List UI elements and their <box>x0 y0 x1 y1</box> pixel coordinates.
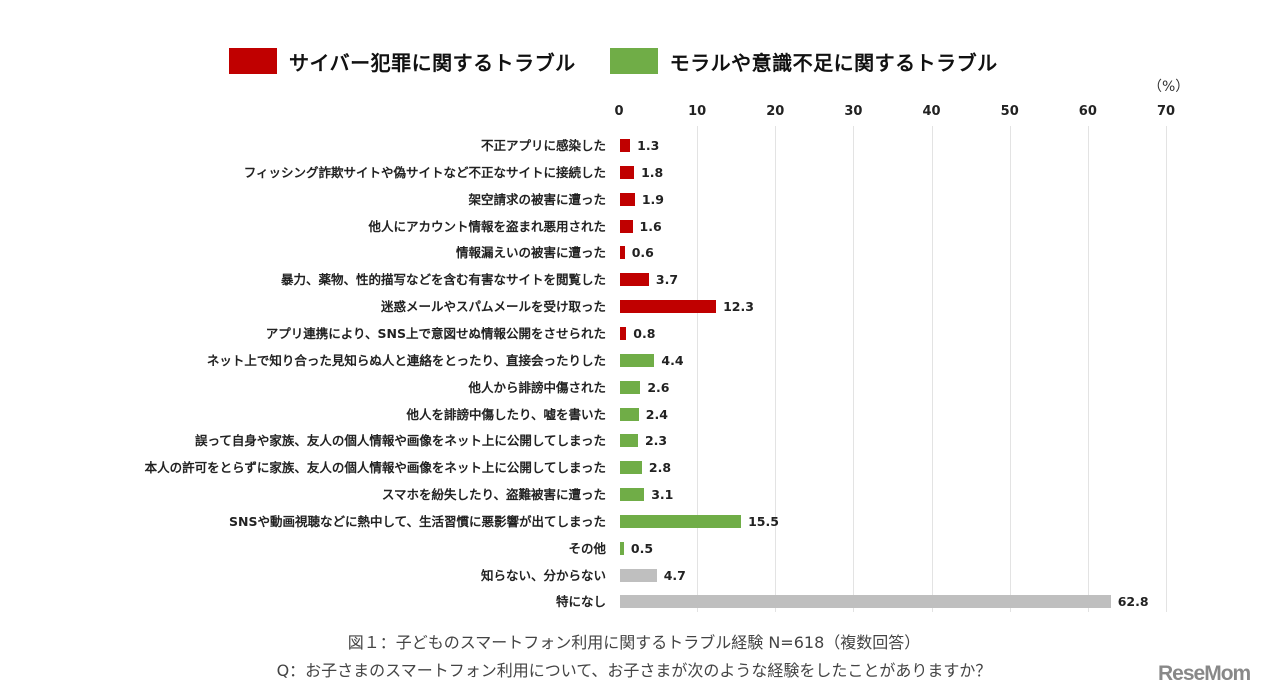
value-label: 4.7 <box>663 567 686 583</box>
bar-row: 暴力、薬物、性的描写などを含む有害なサイトを閲覧した 3.7 <box>0 266 1268 293</box>
gridline <box>697 126 699 612</box>
bar <box>620 568 657 582</box>
gridline <box>1166 126 1167 612</box>
category-label: 他人にアカウント情報を盗まれ悪用された <box>368 218 606 234</box>
legend-swatch-icon <box>229 48 277 74</box>
category-label: 知らない、分からない <box>480 567 606 583</box>
bar-row: 知らない、分からない 4.7 <box>0 562 1268 589</box>
bar-row: 情報漏えいの被害に遭った 0.6 <box>0 239 1268 266</box>
legend-swatch-icon <box>609 48 658 74</box>
category-label: ネット上で知り合った見知らぬ人と連絡をとったり、直接会ったりした <box>206 352 606 368</box>
bar <box>620 514 742 528</box>
bar-row: 架空請求の被害に遭った 1.9 <box>0 186 1268 213</box>
gridline <box>1087 126 1089 612</box>
chart-title: 図１：子どものスマートフォン利用に関するトラブル経験 N=618（複数回答） <box>347 633 921 652</box>
value-label: 2.4 <box>645 406 668 422</box>
category-label: 他人を誹謗中傷したり、嘘を書いた <box>406 406 606 422</box>
category-label: SNSや動画視聴などに熱中して、生活習慣に悪影響が出てしまった <box>229 513 606 529</box>
bar <box>620 246 625 260</box>
bar-row: 不正アプリに感染した 1.3 <box>0 132 1268 159</box>
value-label: 1.3 <box>637 138 660 153</box>
bar <box>620 219 633 233</box>
category-label: 他人から誹謗中傷された <box>468 379 606 395</box>
bar <box>620 165 635 179</box>
category-label: 特になし <box>555 594 606 610</box>
bar-row: 他人を誹謗中傷したり、嘘を書いた 2.4 <box>0 401 1268 428</box>
value-label: 15.5 <box>748 513 779 529</box>
value-label: 1.6 <box>639 218 662 234</box>
bar <box>620 461 642 475</box>
legend-item: モラルや意識不足に関するトラブル <box>609 47 998 76</box>
category-label: その他 <box>568 540 606 556</box>
bar <box>620 434 638 448</box>
gridline <box>1009 126 1011 612</box>
gridline <box>931 126 933 612</box>
category-label: 誤って自身や家族、友人の個人情報や画像をネット上に公開してしまった <box>194 433 606 449</box>
value-label: 2.8 <box>648 460 672 476</box>
bar-row: スマホを紛失したり、盗難被害に遭った 3.1 <box>0 481 1268 508</box>
bar <box>620 595 1111 609</box>
x-tick-label: 60 <box>1078 104 1097 119</box>
x-tick-label: 10 <box>688 104 707 119</box>
legend-label: モラルや意識不足に関するトラブル <box>669 50 998 75</box>
category-label: アプリ連携により、SNS上で意図せぬ情報公開をさせられた <box>265 325 606 341</box>
x-tick-label: 70 <box>1156 104 1176 119</box>
bar <box>620 139 631 152</box>
unit-label: （%） <box>1148 79 1190 95</box>
bar-row: 誤って自身や家族、友人の個人情報や画像をネット上に公開してしまった 2.3 <box>0 427 1268 454</box>
legend: サイバー犯罪に関するトラブル モラルや意識不足に関するトラブル <box>229 46 1032 76</box>
value-label: 1.9 <box>641 191 664 207</box>
bar <box>620 353 655 367</box>
legend-label: サイバー犯罪に関するトラブル <box>289 50 576 75</box>
bar <box>620 273 649 287</box>
bar <box>620 192 635 206</box>
bar-row: アプリ連携により、SNS上で意図せぬ情報公開をさせられた 0.8 <box>0 320 1268 347</box>
gridline <box>853 126 855 612</box>
legend-item: サイバー犯罪に関するトラブル <box>229 47 576 76</box>
bar-row: 特になし 62.8 <box>0 588 1268 615</box>
gridline <box>775 126 777 612</box>
value-label: 1.8 <box>641 164 664 180</box>
value-label: 2.6 <box>647 379 670 395</box>
bar-row: 迷惑メールやスパムメールを受け取った 12.3 <box>0 293 1268 320</box>
x-tick-label: 40 <box>922 104 941 119</box>
bar-row: 本人の許可をとらずに家族、友人の個人情報や画像をネット上に公開してしまった 2.8 <box>0 454 1268 481</box>
value-label: 0.8 <box>633 325 656 341</box>
bar-row: 他人にアカウント情報を盗まれ悪用された 1.6 <box>0 213 1268 240</box>
bar-row: フィッシング詐欺サイトや偽サイトなど不正なサイトに接続した 1.8 <box>0 159 1268 186</box>
bar-row: SNSや動画視聴などに熱中して、生活習慣に悪影響が出てしまった 15.5 <box>0 508 1268 535</box>
x-tick-label: 50 <box>1000 104 1019 119</box>
value-label: 2.3 <box>644 433 668 449</box>
value-label: 3.1 <box>651 487 674 503</box>
bar <box>620 300 717 314</box>
bar <box>620 326 627 340</box>
bar <box>620 541 624 555</box>
value-label: 62.8 <box>1117 594 1149 610</box>
category-label: 暴力、薬物、性的描写などを含む有害なサイトを閲覧した <box>280 272 606 288</box>
value-label: 4.4 <box>661 352 684 368</box>
category-label: 本人の許可をとらずに家族、友人の個人情報や画像をネット上に公開してしまった <box>144 460 606 476</box>
value-label: 3.7 <box>655 272 679 288</box>
bar-row: その他 0.5 <box>0 535 1268 562</box>
value-label: 0.5 <box>630 540 654 556</box>
value-label: 12.3 <box>723 299 754 315</box>
category-label: フィッシング詐欺サイトや偽サイトなど不正なサイトに接続した <box>243 164 606 180</box>
category-label: 情報漏えいの被害に遭った <box>455 245 606 261</box>
chart-subtitle: Q：お子さまのスマートフォン利用について、お子さまが次のような経験をしたことがあ… <box>276 661 992 680</box>
resemom-logo: ReseMom <box>1158 662 1251 685</box>
bar <box>620 488 645 502</box>
category-label: 架空請求の被害に遭った <box>468 191 606 207</box>
x-tick-label: 20 <box>766 104 785 119</box>
value-label: 0.6 <box>631 245 654 261</box>
x-tick-label: 0 <box>614 104 624 119</box>
bar <box>620 380 641 394</box>
category-label: 迷惑メールやスパムメールを受け取った <box>380 299 606 315</box>
bar-row: 他人から誹謗中傷された 2.6 <box>0 374 1268 401</box>
bar-row: ネット上で知り合った見知らぬ人と連絡をとったり、直接会ったりした 4.4 <box>0 347 1268 374</box>
category-label: スマホを紛失したり、盗難被害に遭った <box>381 487 606 503</box>
bar <box>620 407 639 421</box>
category-label: 不正アプリに感染した <box>480 138 606 153</box>
x-tick-label: 30 <box>844 104 863 119</box>
